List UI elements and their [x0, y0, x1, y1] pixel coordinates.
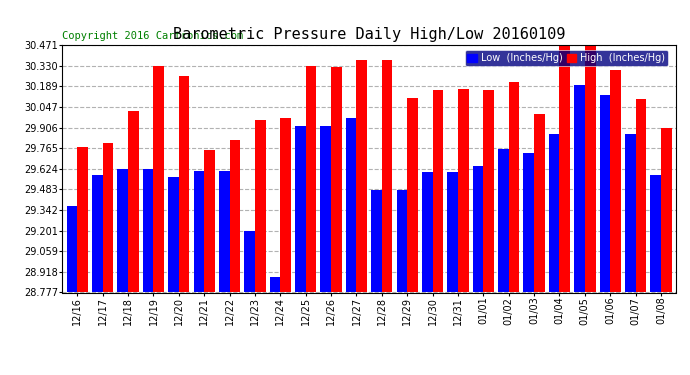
Bar	[168, 177, 179, 292]
Bar	[357, 60, 367, 292]
Bar	[270, 278, 280, 292]
Bar	[650, 175, 661, 292]
Bar	[635, 99, 647, 292]
Bar	[153, 66, 164, 292]
Bar	[407, 98, 418, 292]
Bar	[331, 67, 342, 292]
Bar	[128, 111, 139, 292]
Bar	[458, 89, 469, 292]
Bar	[600, 95, 610, 292]
Bar	[346, 118, 357, 292]
Title: Barometric Pressure Daily High/Low 20160109: Barometric Pressure Daily High/Low 20160…	[173, 27, 565, 42]
Bar	[524, 153, 534, 292]
Bar	[117, 170, 128, 292]
Bar	[498, 149, 509, 292]
Bar	[382, 60, 393, 292]
Bar	[625, 134, 635, 292]
Bar	[77, 147, 88, 292]
Text: Copyright 2016 Cartronics.com: Copyright 2016 Cartronics.com	[62, 32, 244, 41]
Bar	[230, 140, 240, 292]
Bar	[244, 231, 255, 292]
Bar	[67, 206, 77, 292]
Bar	[585, 45, 595, 292]
Bar	[306, 66, 317, 292]
Bar	[574, 85, 585, 292]
Bar	[295, 126, 306, 292]
Bar	[194, 171, 204, 292]
Bar	[280, 118, 291, 292]
Bar	[371, 190, 382, 292]
Bar	[320, 126, 331, 292]
Bar	[534, 114, 544, 292]
Bar	[560, 45, 570, 292]
Bar	[204, 150, 215, 292]
Bar	[610, 70, 621, 292]
Bar	[447, 172, 458, 292]
Bar	[422, 172, 433, 292]
Legend: Low  (Inches/Hg), High  (Inches/Hg): Low (Inches/Hg), High (Inches/Hg)	[464, 50, 669, 66]
Bar	[255, 120, 266, 292]
Bar	[397, 190, 407, 292]
Bar	[92, 175, 103, 292]
Bar	[219, 171, 230, 292]
Bar	[143, 170, 153, 292]
Bar	[179, 76, 190, 292]
Bar	[483, 90, 494, 292]
Bar	[473, 166, 483, 292]
Bar	[103, 143, 113, 292]
Bar	[433, 90, 443, 292]
Bar	[509, 82, 520, 292]
Bar	[661, 128, 671, 292]
Bar	[549, 134, 560, 292]
